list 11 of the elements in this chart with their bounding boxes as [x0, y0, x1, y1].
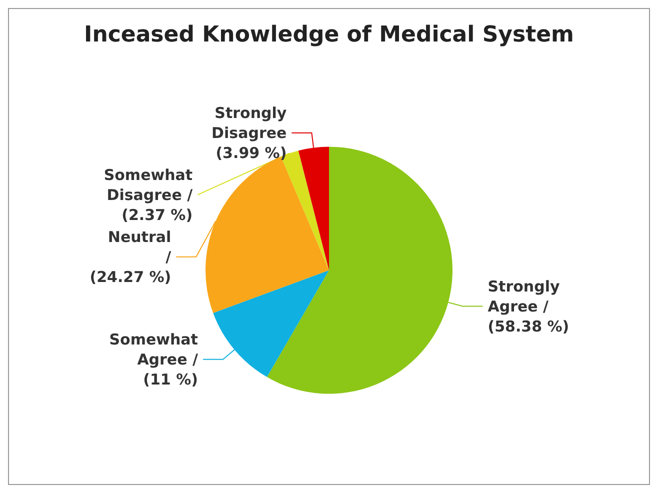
- data-label: (2.37 %): [122, 206, 193, 224]
- slice-label: Neutral /: [108, 228, 172, 266]
- slice-label: Strongly Disagree: [212, 104, 287, 142]
- slice-label: Somewhat Agree /: [109, 330, 199, 368]
- chart-title: Inceased Knowledge of Medical System: [84, 22, 574, 48]
- data-label: (24.27 %): [90, 268, 172, 286]
- slice-label: Strongly Agree /: [488, 277, 560, 316]
- slice-label: Somewhat Disagree /: [104, 166, 194, 204]
- data-label: (11 %): [143, 370, 198, 388]
- data-label: (58.38 %): [488, 317, 570, 336]
- data-label: (3.99 %): [216, 144, 287, 162]
